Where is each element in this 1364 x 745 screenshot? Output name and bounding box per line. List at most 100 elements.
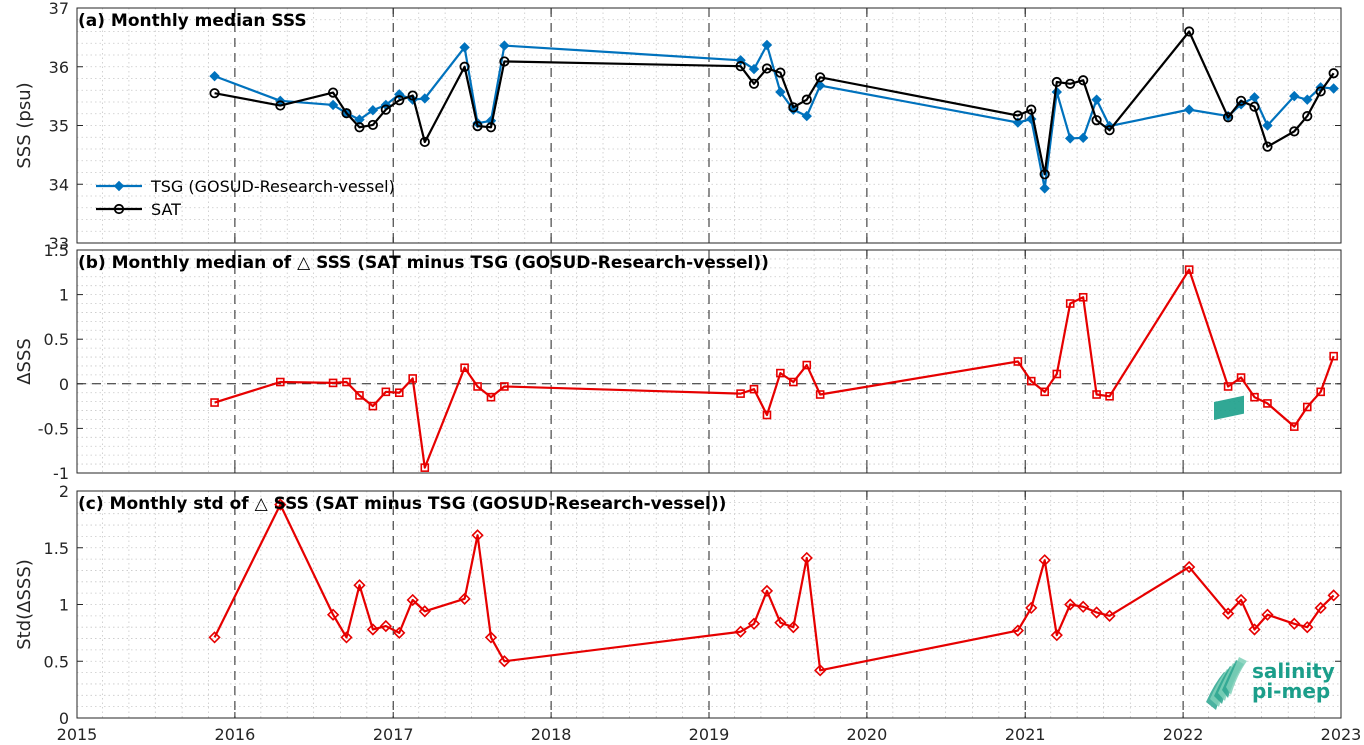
data-point	[485, 122, 497, 133]
y-tick-label: 0	[59, 709, 69, 728]
data-point	[1289, 126, 1300, 137]
data-point	[473, 382, 482, 391]
data-point	[209, 70, 220, 82]
data-point	[1077, 600, 1090, 613]
legend-marker	[113, 180, 125, 192]
x-tick-label: 2015	[57, 725, 98, 744]
data-point	[762, 410, 772, 420]
data-point	[1065, 299, 1075, 308]
data-point	[1222, 112, 1234, 123]
minor-grid	[77, 250, 1341, 473]
y-axis-label: Std(ΔSSS)	[14, 559, 35, 650]
data-point	[472, 120, 483, 132]
data-point	[802, 360, 812, 370]
data-point	[1183, 104, 1195, 115]
y-tick-label: 0	[59, 375, 69, 394]
data-point	[380, 104, 391, 115]
data-point	[367, 119, 378, 131]
data-point	[460, 363, 469, 373]
data-point	[1328, 68, 1339, 79]
legend-label: TSG (GOSUD-Research-vessel)	[150, 177, 395, 196]
data-point	[1104, 125, 1115, 136]
data-point	[500, 382, 509, 391]
data-point	[381, 387, 391, 397]
data-point	[459, 61, 470, 72]
data-point	[340, 631, 353, 644]
data-point	[459, 42, 470, 53]
data-point	[1248, 623, 1261, 636]
y-tick-label: 1	[59, 286, 69, 305]
data-point	[1289, 422, 1299, 431]
data-point	[1039, 183, 1050, 194]
data-point	[1052, 369, 1062, 379]
data-point	[367, 105, 379, 116]
data-point	[801, 110, 812, 122]
data-point	[1263, 399, 1272, 408]
x-tick-label: 2018	[531, 725, 572, 744]
data-point	[368, 401, 378, 411]
data-point	[1091, 115, 1102, 126]
data-point	[1051, 86, 1062, 98]
data-point	[775, 67, 786, 78]
data-point	[1221, 607, 1235, 620]
data-point	[775, 86, 786, 98]
data-point	[328, 378, 338, 388]
series-line	[214, 268, 1335, 469]
data-point	[498, 655, 511, 668]
data-point	[761, 63, 773, 74]
x-tick-label: 2023	[1321, 725, 1362, 744]
data-point	[1050, 629, 1063, 642]
legend: TSG (GOSUD-Research-vessel) SAT	[96, 177, 395, 219]
data-point	[419, 93, 431, 104]
data-point	[1090, 606, 1103, 619]
data-point	[1105, 391, 1114, 401]
y-tick-label: 34	[49, 175, 69, 194]
data-point	[1249, 101, 1260, 112]
data-point	[1302, 111, 1313, 122]
logo-wave-shape	[1226, 657, 1247, 695]
data-point	[1078, 292, 1088, 302]
data-point	[1329, 351, 1338, 361]
data-point	[1262, 141, 1273, 152]
data-point	[1261, 608, 1274, 621]
data-point	[1012, 110, 1023, 121]
data-point	[275, 100, 286, 111]
data-point	[394, 388, 404, 398]
data-point	[1092, 390, 1101, 399]
data-point	[1026, 376, 1036, 386]
data-point	[787, 621, 800, 634]
data-point	[354, 114, 365, 125]
data-point	[1078, 75, 1089, 86]
y-tick-label: 35	[49, 117, 69, 136]
data-point	[814, 664, 827, 677]
y-axis-label: ΔSSS	[14, 338, 35, 385]
data-point	[789, 377, 798, 387]
logo-text-line1: salinity	[1252, 659, 1335, 683]
y-tick-label: 1.5	[44, 241, 69, 260]
data-point	[393, 626, 406, 640]
series-sat	[209, 26, 1339, 180]
data-point	[1012, 117, 1024, 128]
data-point	[749, 384, 759, 394]
data-point	[1184, 26, 1195, 37]
data-point	[209, 88, 220, 99]
data-point	[801, 94, 812, 105]
y-axis-label: SSS (psu)	[14, 82, 35, 168]
data-point	[407, 90, 418, 101]
y-tick-label: 0.5	[44, 330, 69, 349]
legend-label: SAT	[151, 200, 181, 219]
data-point	[1077, 132, 1089, 144]
data-point	[776, 368, 785, 378]
data-point	[1328, 83, 1339, 94]
data-point	[274, 498, 287, 511]
data-point	[408, 374, 417, 383]
x-tick-label: 2016	[215, 725, 256, 744]
data-point	[735, 61, 746, 72]
legend-marker	[113, 203, 125, 215]
data-point	[815, 72, 826, 83]
y-tick-label: 36	[49, 58, 69, 77]
y-tick-label: 2	[59, 482, 69, 501]
y-tick-label: 37	[49, 0, 69, 18]
